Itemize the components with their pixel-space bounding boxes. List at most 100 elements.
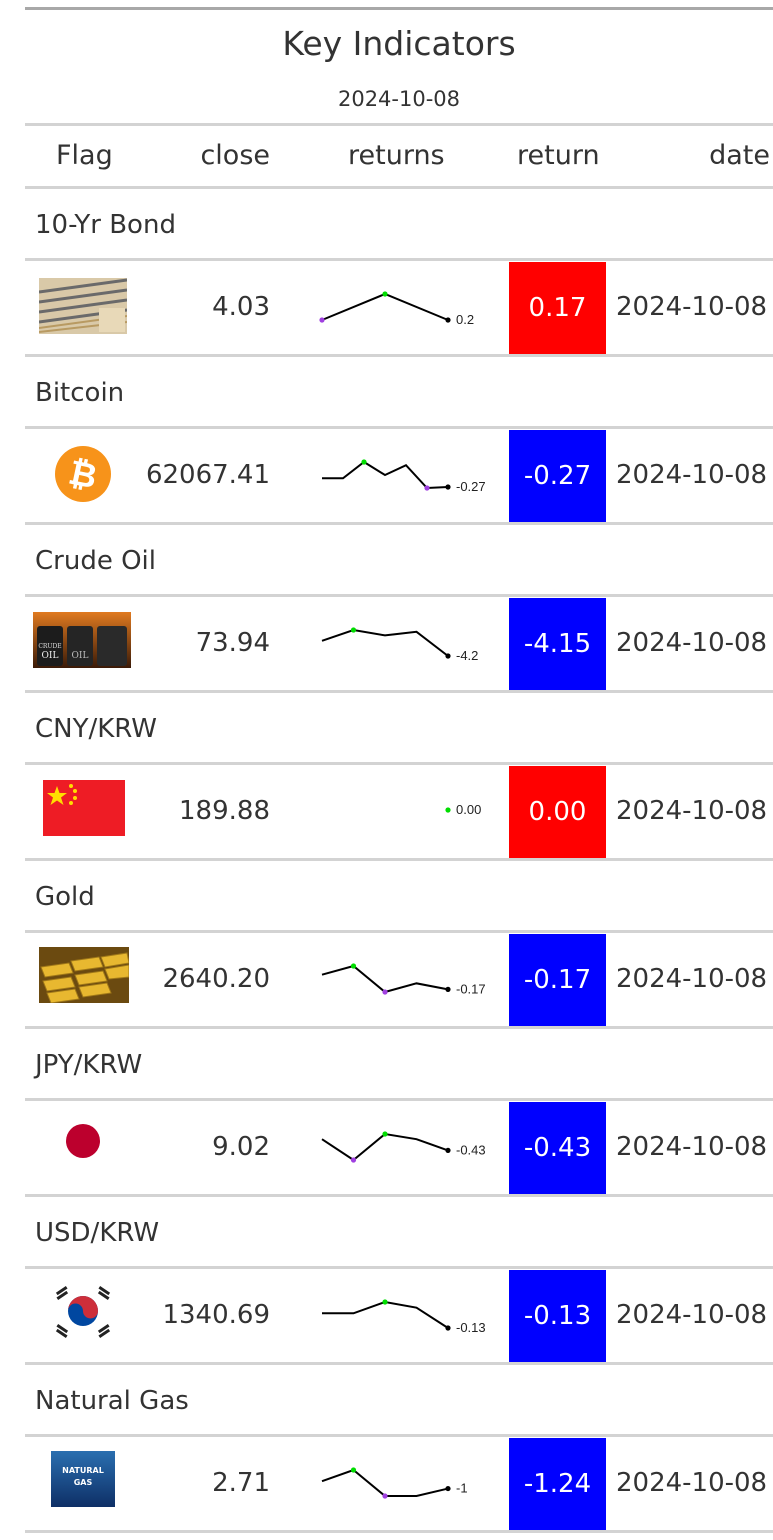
date-value: 2024-10-08	[616, 460, 768, 490]
return-value: -0.17	[509, 934, 606, 1026]
returns-sparkline: 0.00	[445, 802, 481, 817]
group-label: USD/KRW	[35, 1218, 160, 1248]
header-top-border	[25, 123, 773, 126]
row-border	[25, 354, 773, 357]
close-value: 4.03	[212, 292, 270, 322]
sparkline-point	[382, 1493, 388, 1499]
close-value: 1340.69	[162, 1300, 270, 1330]
sparkline-path	[321, 964, 449, 994]
group-border	[25, 930, 773, 933]
group-border	[25, 258, 773, 261]
header-date[interactable]: date	[709, 140, 770, 171]
sparkline-point	[361, 459, 367, 465]
returns-sparkline: -1	[321, 1467, 468, 1499]
sparkline-last-value: -0.17	[456, 981, 486, 996]
group-border	[25, 426, 773, 429]
sparkline-point	[382, 989, 388, 995]
sparkline-point	[382, 1131, 388, 1137]
sparkline-point	[424, 485, 430, 491]
returns-sparkline: -4.2	[321, 627, 478, 663]
sparkline-point	[445, 653, 451, 659]
svg-text:NATURAL: NATURAL	[62, 1466, 104, 1475]
sparkline-last-value: -0.43	[456, 1142, 486, 1157]
return-value: 0.00	[509, 766, 606, 858]
bitcoin-icon: ₿	[54, 445, 112, 507]
row-border	[25, 1362, 773, 1365]
sparkline-last-value: -1	[456, 1481, 468, 1496]
row-border	[25, 1530, 773, 1533]
return-value: 0.17	[509, 262, 606, 354]
header-returns[interactable]: returns	[348, 140, 445, 171]
sparkline-point	[445, 317, 451, 323]
row-border	[25, 1026, 773, 1029]
gold-bars-icon	[39, 947, 130, 1007]
returns-sparkline: -0.17	[321, 963, 486, 996]
sparkline-point	[382, 1299, 388, 1305]
returns-sparkline: -0.43	[321, 1131, 486, 1163]
group-label: JPY/KRW	[35, 1050, 143, 1080]
sparkline-last-value: -4.2	[456, 648, 478, 663]
table-subtitle: 2024-10-08	[337, 87, 461, 111]
header-bottom-border	[25, 186, 773, 189]
row-border	[25, 858, 773, 861]
date-value: 2024-10-08	[616, 796, 768, 826]
sparkline-path	[322, 1300, 449, 1329]
group-label: Gold	[35, 882, 95, 912]
sparkline-point	[445, 986, 451, 992]
group-label: Natural Gas	[35, 1386, 189, 1416]
group-border	[25, 1434, 773, 1437]
close-value: 62067.41	[145, 460, 270, 490]
sparkline-last-value: 0.00	[456, 802, 481, 817]
bond-certificate-icon	[38, 278, 128, 338]
japan-flag-icon	[48, 1115, 118, 1175]
crude-oil-barrels-icon: CRUDE OIL OIL	[33, 612, 131, 672]
sparkline-point	[445, 1147, 451, 1153]
group-label: 10-Yr Bond	[35, 210, 176, 240]
close-value: 73.94	[195, 628, 270, 658]
header-return[interactable]: return	[517, 140, 600, 171]
sparkline-point	[445, 484, 451, 490]
sparkline-point	[445, 1485, 451, 1492]
header-close[interactable]: close	[200, 140, 270, 171]
sparkline-point	[445, 1325, 451, 1331]
table-title: Key Indicators	[282, 24, 516, 63]
china-flag-icon	[43, 780, 125, 840]
return-value: -1.24	[509, 1438, 606, 1530]
row-border	[25, 1194, 773, 1197]
sparkline-last-value: 0.2	[456, 312, 474, 327]
top-border	[25, 7, 773, 10]
row-border	[25, 522, 773, 525]
sparkline-path	[321, 628, 449, 657]
close-value: 189.88	[179, 796, 270, 826]
row-border	[25, 690, 773, 693]
date-value: 2024-10-08	[616, 628, 768, 658]
sparkline-point	[350, 1157, 357, 1163]
return-value: -4.15	[509, 598, 606, 690]
group-border	[25, 1266, 773, 1269]
close-value: 2640.20	[162, 964, 270, 994]
group-border	[25, 1098, 773, 1101]
return-value: -0.43	[509, 1102, 606, 1194]
svg-text:OIL: OIL	[42, 651, 59, 661]
sparkline-point	[382, 291, 388, 297]
sparkline-path	[321, 292, 449, 321]
sparkline-last-value: -0.27	[456, 479, 486, 494]
date-value: 2024-10-08	[616, 1300, 768, 1330]
returns-sparkline: -0.27	[322, 459, 486, 494]
sparkline-last-value: -0.13	[456, 1320, 486, 1335]
date-value: 2024-10-08	[616, 1468, 768, 1498]
group-border	[25, 594, 773, 597]
sparkline-point	[445, 807, 451, 813]
svg-text:OIL: OIL	[72, 651, 89, 661]
header-flag[interactable]: Flag	[56, 140, 113, 171]
svg-text:CRUDE: CRUDE	[38, 643, 61, 650]
korea-flag-icon	[48, 1283, 118, 1343]
close-value: 9.02	[212, 1132, 270, 1162]
natural-gas-icon: NATURAL GAS	[51, 1451, 115, 1511]
sparkline-path	[322, 460, 449, 490]
sparkline-point	[350, 963, 357, 969]
date-value: 2024-10-08	[616, 292, 768, 322]
return-value: -0.27	[509, 430, 606, 522]
sparkline-point	[350, 627, 357, 633]
returns-sparkline: -0.13	[322, 1299, 486, 1335]
